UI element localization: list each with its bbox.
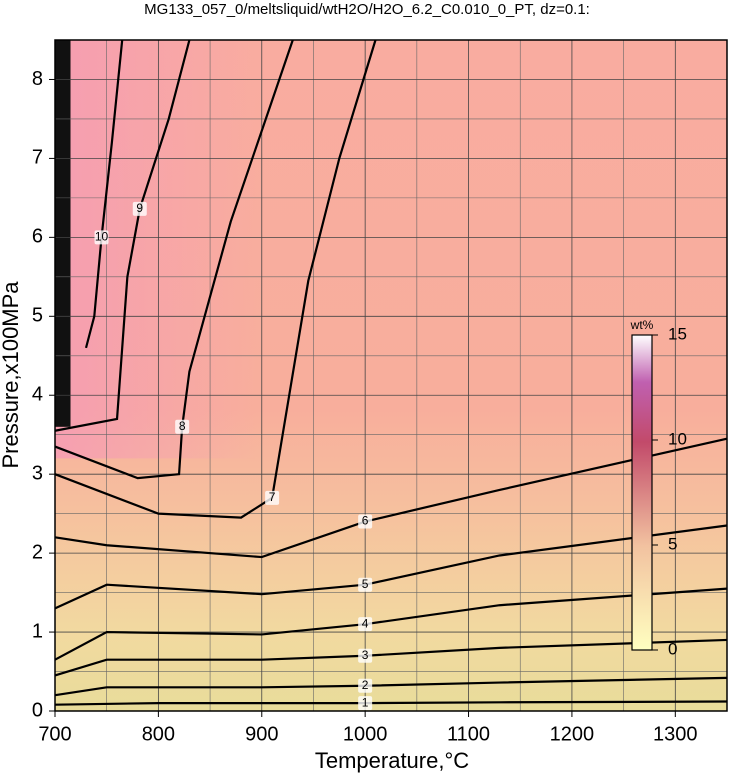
contour-line [54, 39, 191, 432]
contour-label-bg [175, 419, 190, 434]
x-tick-label: 1000 [343, 723, 388, 745]
contour-label: 5 [362, 577, 369, 591]
y-tick-label: 3 [32, 462, 43, 484]
y-tick-label: 5 [32, 305, 43, 327]
colorbar-tick-label: 0 [668, 639, 677, 658]
contour-line [54, 638, 728, 677]
y-tick-label: 8 [32, 68, 43, 90]
contour-label-bg [358, 678, 373, 693]
y-tick-label: 0 [32, 699, 43, 721]
y-tick-label: 1 [32, 620, 43, 642]
contour-label: 10 [95, 230, 109, 244]
field-dark [55, 40, 71, 427]
contour-label: 6 [362, 514, 369, 528]
y-tick-label: 7 [32, 147, 43, 169]
colorbar-tick-label: 10 [668, 429, 687, 448]
x-tick-label: 1100 [447, 723, 490, 745]
contour-label: 7 [269, 490, 276, 504]
contour-label: 8 [179, 419, 186, 433]
contour-label-bg [358, 696, 373, 711]
contour-label-bg [94, 230, 109, 245]
contour-line [54, 437, 728, 559]
y-tick-label: 6 [32, 226, 43, 248]
contour-label-bg [265, 490, 280, 505]
contour-label: 3 [362, 648, 369, 662]
contour-label: 1 [362, 695, 369, 709]
field-left [55, 40, 727, 459]
contour-label-bg [132, 201, 147, 216]
x-tick-label: 900 [245, 723, 278, 745]
colorbar-tick-label: 15 [668, 324, 687, 343]
contour-line [54, 700, 728, 706]
x-tick-label: 1300 [653, 723, 698, 745]
y-tick-label: 4 [32, 384, 43, 406]
x-tick-label: 700 [38, 723, 71, 745]
contour-label-bg [358, 577, 373, 592]
contour-label-bg [358, 617, 373, 632]
x-axis-label: Temperature,°C [315, 748, 469, 773]
y-tick-label: 2 [32, 541, 43, 563]
colorbar-label: wt% [630, 318, 654, 332]
plot-frame [54, 39, 728, 712]
contour-label: 4 [362, 616, 369, 630]
contour-label: 9 [136, 201, 143, 215]
contour-line [54, 587, 728, 661]
colorbar [631, 334, 653, 651]
chart-title: MG133_057_0/meltsliquid/wtH2O/H2O_6.2_C0… [144, 1, 590, 18]
contour-label: 2 [362, 678, 369, 692]
colorbar-tick-label: 5 [668, 534, 677, 553]
y-axis-label: Pressure,x100MPa [0, 281, 23, 469]
contour-label-bg [358, 514, 373, 529]
contour-line [54, 676, 728, 697]
x-tick-label: 800 [142, 723, 175, 745]
contour-label-bg [358, 648, 373, 663]
contour-line [54, 524, 728, 610]
x-tick-label: 1200 [550, 723, 595, 745]
